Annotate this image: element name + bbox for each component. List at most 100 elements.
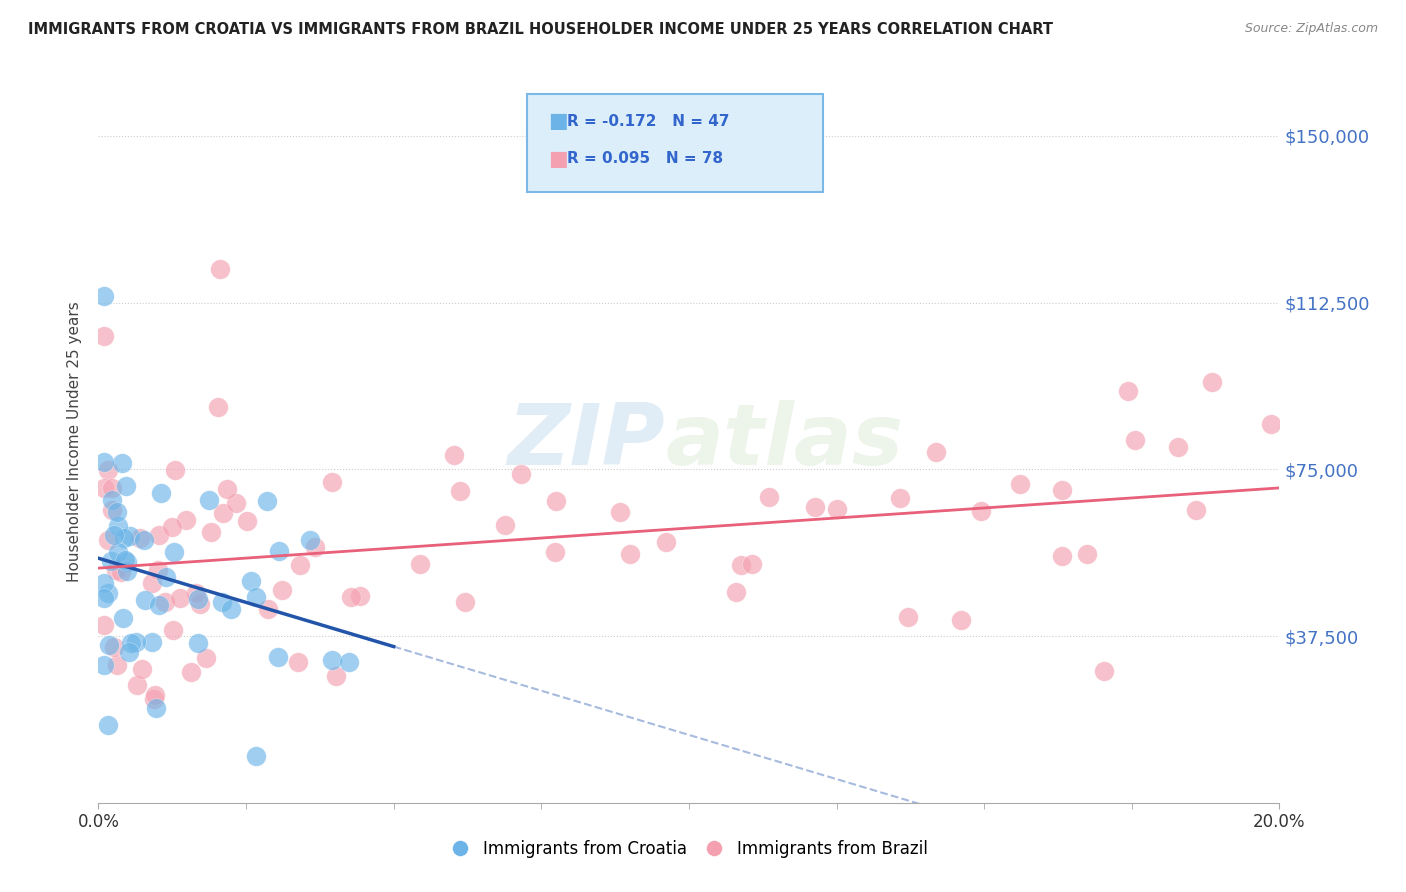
- Point: [141, 634, 163, 648]
- Point: [1123, 433, 1146, 447]
- Point: [321, 475, 343, 489]
- Point: [1092, 665, 1115, 679]
- Point: [125, 678, 148, 692]
- Point: [98, 638, 121, 652]
- Text: ■: ■: [548, 149, 568, 169]
- Point: [125, 635, 148, 649]
- Point: [970, 504, 993, 518]
- Point: [163, 463, 186, 477]
- Point: [93, 576, 115, 591]
- Point: [160, 520, 183, 534]
- Point: [105, 505, 128, 519]
- Point: [101, 493, 124, 508]
- Point: [950, 613, 973, 627]
- Point: [209, 262, 232, 277]
- Point: [118, 645, 141, 659]
- Point: [111, 456, 134, 470]
- Text: Source: ZipAtlas.com: Source: ZipAtlas.com: [1244, 22, 1378, 36]
- Point: [112, 611, 135, 625]
- Text: ZIP: ZIP: [508, 400, 665, 483]
- Point: [730, 558, 752, 573]
- Point: [1076, 547, 1098, 561]
- Point: [200, 525, 222, 540]
- Point: [408, 557, 430, 571]
- Point: [1167, 440, 1189, 454]
- Point: [609, 505, 631, 519]
- Point: [148, 528, 170, 542]
- Point: [162, 623, 184, 637]
- Point: [1010, 477, 1032, 491]
- Point: [134, 592, 156, 607]
- Point: [207, 400, 229, 414]
- Point: [271, 582, 294, 597]
- Point: [114, 552, 136, 566]
- Point: [245, 748, 267, 763]
- Point: [115, 555, 138, 569]
- Text: R = 0.095   N = 78: R = 0.095 N = 78: [567, 152, 723, 166]
- Point: [169, 591, 191, 605]
- Point: [349, 589, 371, 603]
- Point: [240, 574, 263, 589]
- Point: [107, 518, 129, 533]
- Point: [267, 650, 290, 665]
- Point: [93, 482, 115, 496]
- Point: [93, 591, 115, 606]
- Point: [325, 669, 347, 683]
- Point: [150, 486, 173, 500]
- Point: [93, 289, 115, 303]
- Point: [510, 467, 533, 481]
- Y-axis label: Householder Income Under 25 years: Householder Income Under 25 years: [67, 301, 83, 582]
- Point: [93, 455, 115, 469]
- Point: [97, 585, 120, 599]
- Point: [174, 513, 197, 527]
- Point: [654, 535, 676, 549]
- Point: [131, 662, 153, 676]
- Point: [97, 718, 120, 732]
- Point: [758, 490, 780, 504]
- Point: [544, 545, 567, 559]
- Point: [188, 597, 211, 611]
- Point: [97, 533, 120, 547]
- Point: [120, 529, 142, 543]
- Point: [187, 636, 209, 650]
- Text: ■: ■: [548, 112, 568, 131]
- Point: [619, 547, 641, 561]
- Point: [215, 482, 238, 496]
- Point: [321, 653, 343, 667]
- Point: [298, 533, 321, 547]
- Point: [100, 481, 122, 495]
- Point: [103, 528, 125, 542]
- Point: [287, 655, 309, 669]
- Point: [725, 584, 748, 599]
- Point: [741, 558, 763, 572]
- Point: [155, 570, 177, 584]
- Point: [288, 558, 311, 572]
- Point: [97, 463, 120, 477]
- Point: [1185, 503, 1208, 517]
- Point: [889, 491, 911, 505]
- Point: [148, 598, 170, 612]
- Point: [153, 595, 176, 609]
- Point: [187, 592, 209, 607]
- Point: [257, 602, 280, 616]
- Point: [107, 545, 129, 559]
- Point: [93, 618, 115, 632]
- Point: [141, 576, 163, 591]
- Point: [162, 545, 184, 559]
- Point: [195, 651, 218, 665]
- Point: [304, 541, 326, 555]
- Point: [1116, 384, 1139, 399]
- Point: [544, 493, 567, 508]
- Point: [1201, 376, 1223, 390]
- Point: [454, 595, 477, 609]
- Point: [212, 506, 235, 520]
- Point: [93, 329, 115, 343]
- Point: [494, 517, 516, 532]
- Text: R = -0.172   N = 47: R = -0.172 N = 47: [567, 114, 730, 128]
- Point: [924, 444, 946, 458]
- Point: [443, 448, 465, 462]
- Point: [337, 656, 360, 670]
- Point: [134, 533, 156, 548]
- Point: [103, 640, 125, 654]
- Point: [128, 531, 150, 545]
